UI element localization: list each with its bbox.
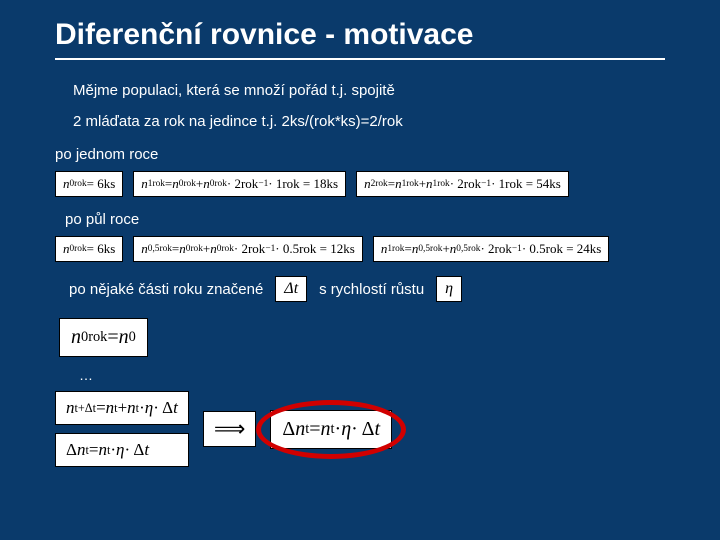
eq-half-3: n1rok = n0,5rok + n0,5rok · 2rok−1 · 0.5… xyxy=(373,236,610,262)
eq-year-3: n2rok = n1rok + n1rok · 2rok−1 · 1rok = … xyxy=(356,171,569,197)
eq-half-2: n0,5rok = n0rok + n0rok · 2rok−1 · 0.5ro… xyxy=(133,236,363,262)
eq-year-2: n1rok = n0rok + n0rok · 2rok−1 · 1rok = … xyxy=(133,171,346,197)
premise-line-1: Mějme populaci, která se množí pořád t.j… xyxy=(73,82,665,99)
label-part-b: s rychlostí růstu xyxy=(319,281,424,298)
premise-line-2: 2 mláďata za rok na jedince t.j. 2ks/(ro… xyxy=(73,113,665,130)
equations-row-half: n0rok = 6ks n0,5rok = n0rok + n0rok · 2r… xyxy=(55,236,665,262)
final-row: nt+Δt = nt + nt · η · Δt Δnt = nt · η · … xyxy=(55,391,665,467)
slide-title: Diferenční rovnice - motivace xyxy=(55,18,665,60)
label-one-year: po jednom roce xyxy=(55,146,665,163)
equations-row-year: n0rok = 6ks n1rok = n0rok + n0rok · 2rok… xyxy=(55,171,665,197)
implies-arrow: ⟹ xyxy=(203,411,257,447)
label-part-a: po nějaké části roku značené xyxy=(69,281,263,298)
eq-result: Δnt = nt · η · Δt xyxy=(270,410,392,449)
label-part-year: po nějaké části roku značené Δt s rychlo… xyxy=(69,276,665,302)
ellipsis: … xyxy=(79,367,665,383)
eta-box: η xyxy=(436,276,462,302)
delta-t-box: Δt xyxy=(275,276,307,302)
label-half-year: po půl roce xyxy=(65,211,665,228)
eq-delta-n: Δnt = nt · η · Δt xyxy=(55,433,189,467)
eq-year-1: n0rok = 6ks xyxy=(55,171,123,197)
highlighted-result: Δnt = nt · η · Δt xyxy=(270,410,392,449)
eq-half-1: n0rok = 6ks xyxy=(55,236,123,262)
eq-n0: n0rok = n0 xyxy=(59,318,148,357)
eq-recurrence: nt+Δt = nt + nt · η · Δt xyxy=(55,391,189,425)
